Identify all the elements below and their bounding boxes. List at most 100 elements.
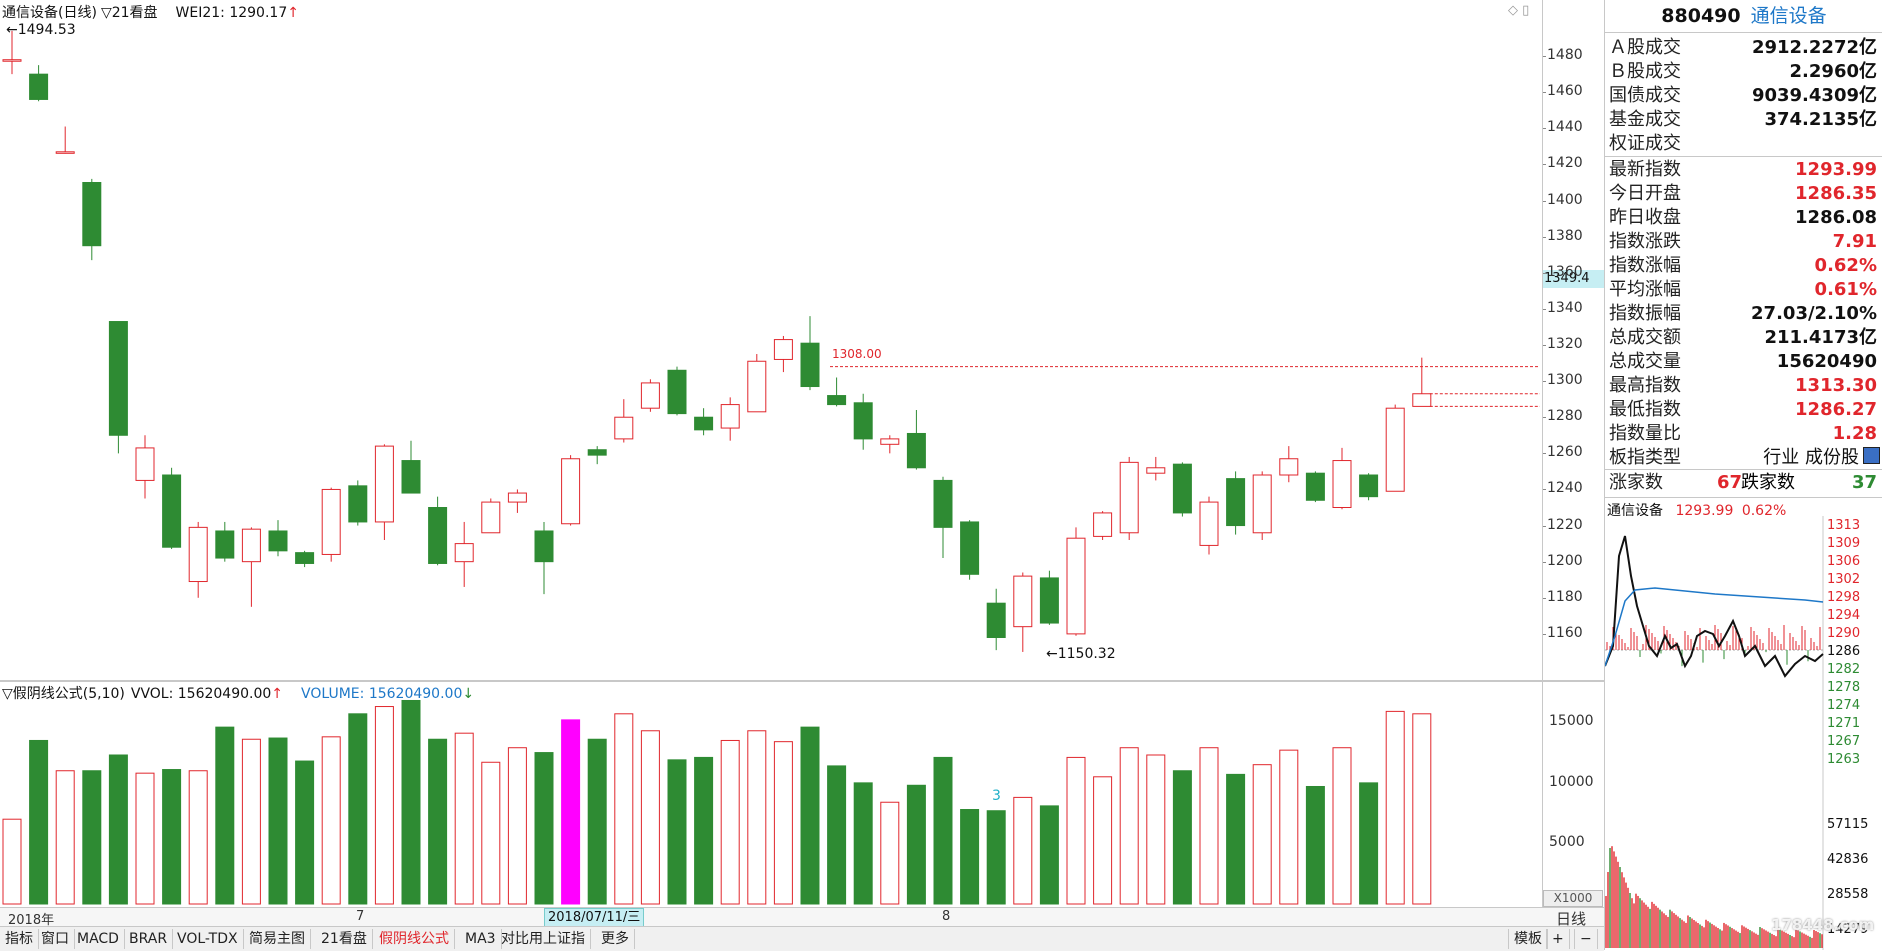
index-stat-row: 最低指数 1286.27 [1605,398,1882,422]
indicator-tab[interactable]: 对比用上证指 [496,929,591,949]
volume-bar [1172,770,1192,905]
index-stat-label: 指数涨幅 [1609,255,1681,276]
turnover-label: 基金成交 [1609,109,1681,130]
candle-body [454,543,474,563]
candle-body [640,382,660,409]
mini-price-line [1605,535,1824,678]
volume-mark: 3 [992,788,1001,804]
indicator-tab[interactable]: 假阴线公式 [374,929,455,949]
intraday-mini-chart[interactable]: 1313 1309 1306 1302 1298 1294 1290 1286 1282 1278… [1605,516,1882,950]
volume-bar [1093,776,1113,905]
index-stat-value: 行业 成份股 [1763,447,1859,468]
price-tick-label: 1280 [1547,408,1583,425]
index-code: 880490 [1661,5,1741,27]
current-price-tag: 1349.4 [1542,270,1604,288]
volume-tick-label: 15000 [1549,713,1594,730]
candle-body [507,492,527,503]
index-stat-row: 总成交额 211.4173亿 [1605,326,1882,350]
candle-body [827,395,847,406]
indicator-tab[interactable]: BRAR [124,929,174,949]
price-tick-mark [1543,597,1546,599]
index-stat-row: 指数振幅 27.03/2.10% [1605,302,1882,326]
mini-price-tick: 1274 [1827,698,1860,713]
volume-bar [720,739,740,905]
period-menu[interactable]: ▽21看盘 [100,5,158,21]
mini-price-tick: 1309 [1827,536,1860,551]
index-name[interactable]: 通信设备 [1750,5,1827,27]
indicator-tab-bar: 指标 窗口 MACD BRAR VOL-TDX 简易主图 21看盘 假阴线公式 MA3 对比用上证… [0,926,1604,951]
volume-bar [108,754,128,905]
price-tick-label: 1320 [1547,336,1583,352]
turnover-label: Ａ股成交 [1609,37,1681,58]
candle-body [853,402,873,440]
turnover-row: 权证成交 [1605,132,1882,156]
mini-average-line [1605,587,1824,667]
price-tick-mark [1543,56,1546,58]
constituents-icon[interactable] [1863,447,1880,464]
volume-bar [82,770,102,905]
watermark: 178448.com [1771,916,1875,934]
mini-chart-price: 1293.99 [1675,503,1734,519]
quote-header: 880490 通信设备 [1605,2,1882,30]
indicator-tab[interactable]: MA3 [460,929,502,949]
volume-formula-title[interactable]: ▽假阴线公式(5,10) [2,686,125,702]
horizontal-line-label: 1308.00 [832,347,882,361]
volume-bar [667,759,687,905]
candle-body [667,369,687,415]
zoom-in-button[interactable]: + [1546,929,1570,949]
volume-chart[interactable] [0,682,1542,908]
volume-bar [321,736,341,905]
price-tick-label: 1420 [1547,155,1583,172]
volume-bar [614,713,634,905]
zoom-out-button[interactable]: − [1574,929,1598,949]
template-tab[interactable]: 模板 [1508,929,1548,949]
date-axis: 2018年 7 8 2018/07/11/三 日线 [0,907,1604,928]
volume-bar [1412,713,1432,905]
index-stat-value: 27.03/2.10% [1751,303,1877,324]
volume-arrow: ↓ [462,686,475,702]
cursor-date-label: 2018/07/11/三 [544,908,645,928]
price-tick-mark [1543,308,1546,310]
price-tick-mark [1543,381,1546,383]
candle-body [108,321,128,436]
price-tick-mark [1543,236,1546,238]
indicator-tab[interactable]: 更多 [596,929,635,949]
candlestick-chart[interactable] [0,0,1542,680]
candle-body [215,530,235,559]
indicator-tab[interactable]: 简易主图 [244,929,311,949]
candle-body [906,432,926,469]
index-stat-value: 0.62% [1814,255,1877,276]
volume-bar [587,738,607,905]
panel-divider [1605,156,1882,157]
date-label-year: 2018年 [8,913,55,928]
indicator-tab[interactable]: 指标 [0,929,39,949]
indicator-tab[interactable]: 21看盘 [316,929,373,949]
candle-body [295,552,315,564]
index-stat-value: 1.28 [1832,423,1877,444]
index-stat-row: 今日开盘 1286.35 [1605,182,1882,206]
volume-bar [135,772,155,905]
volume-bar [880,801,900,905]
vvol-arrow: ↑ [271,686,284,702]
period-label[interactable]: 日线 [1556,910,1587,928]
indicator-tab[interactable]: 窗口 [36,929,75,949]
date-label-july: 7 [356,909,365,924]
index-stat-label: 今日开盘 [1609,183,1681,204]
chart-title: 通信设备(日线) [2,5,97,21]
price-tick-mark [1543,128,1546,130]
candle-body [534,530,554,563]
index-stat-value: 7.91 [1832,231,1877,252]
candle-body [241,528,261,563]
volume-bar [29,739,49,905]
decline-label: 跌家数 [1741,472,1795,493]
advance-count: 67 [1717,472,1743,493]
price-tick-label: 1200 [1547,552,1583,569]
candle-body [561,458,581,525]
volume-axis: 15000 10000 5000 [1543,682,1604,907]
chart-window-buttons[interactable]: ◇ ▯ [1508,3,1530,18]
indicator-tab[interactable]: MACD [72,929,125,949]
chart-header: 通信设备(日线) ▽21看盘 WEI21: 1290.17↑ [2,2,299,22]
volume-bar [1199,747,1219,905]
volume-bar [162,769,182,905]
indicator-tab[interactable]: VOL-TDX [172,929,244,949]
